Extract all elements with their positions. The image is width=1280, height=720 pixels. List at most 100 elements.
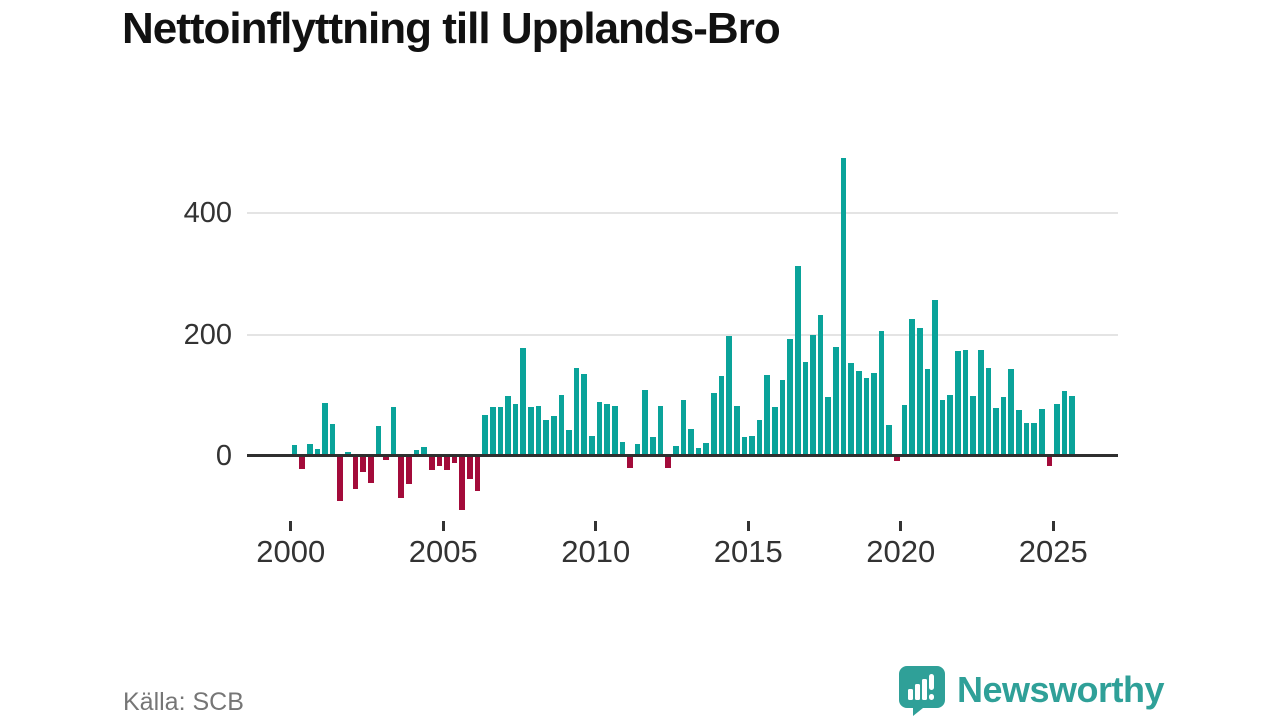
bar-2018Q4 <box>863 378 870 456</box>
bar-2014Q3 <box>733 406 740 456</box>
bar-2022Q1 <box>962 350 969 456</box>
bar-2016Q2 <box>787 339 793 456</box>
bar-2025Q3 <box>1069 396 1076 456</box>
bar-2024Q3 <box>1038 409 1045 456</box>
bar-2015Q3 <box>764 375 771 456</box>
bar-2024Q2 <box>1031 423 1037 456</box>
bar-2015Q1 <box>749 436 755 456</box>
bar-2021Q3 <box>947 395 954 456</box>
x-axis-tick-2000 <box>289 521 293 531</box>
bar-2002Q1 <box>352 457 359 489</box>
newsworthy-logo: Newsworthy <box>897 664 1165 716</box>
bar-2004Q1 <box>413 450 420 456</box>
bar-2009Q4 <box>589 436 595 456</box>
bar-2004Q3 <box>428 457 435 470</box>
bar-2008Q3 <box>550 416 557 456</box>
x-axis-label: 2010 <box>561 534 631 569</box>
bar-2012Q1 <box>657 406 664 456</box>
bar-2016Q1 <box>779 380 786 456</box>
bar-2000Q1 <box>291 445 298 456</box>
x-axis-label: 2025 <box>1018 534 1088 569</box>
bar-2011Q1 <box>627 457 633 468</box>
bar-2022Q3 <box>977 350 984 456</box>
bar-2013Q2 <box>695 448 702 456</box>
bar-2000Q3 <box>306 444 313 456</box>
bar-2012Q2 <box>665 457 671 468</box>
bar-2006Q4 <box>497 407 504 456</box>
bar-2017Q3 <box>825 397 832 456</box>
bar-2006Q1 <box>474 457 481 491</box>
y-axis-label: 400 <box>183 197 232 229</box>
bar-2019Q2 <box>878 331 885 456</box>
bar-2025Q2 <box>1061 391 1068 456</box>
bar-2014Q1 <box>718 376 725 456</box>
bar-2003Q2 <box>390 407 397 456</box>
bar-2021Q4 <box>955 351 961 456</box>
bar-2009Q1 <box>566 430 572 456</box>
bar-2022Q2 <box>970 396 976 456</box>
bar-2013Q4 <box>711 393 717 456</box>
bar-2007Q3 <box>520 348 527 456</box>
bar-2008Q4 <box>558 395 565 456</box>
bar-2001Q1 <box>322 403 328 456</box>
newsworthy-bubble-icon <box>897 664 947 716</box>
bar-2008Q2 <box>543 420 549 456</box>
x-axis-tick-2010 <box>594 521 598 531</box>
bar-2023Q3 <box>1008 369 1015 456</box>
x-axis-tick-2005 <box>441 521 445 531</box>
bar-2024Q1 <box>1023 423 1030 456</box>
x-axis-tick-2015 <box>746 521 750 531</box>
x-axis-label: 2015 <box>713 534 783 569</box>
bar-2002Q3 <box>367 457 374 483</box>
bar-2019Q1 <box>871 373 877 456</box>
bar-2020Q1 <box>901 405 908 456</box>
bar-2023Q1 <box>993 408 999 456</box>
bar-2011Q4 <box>650 437 656 456</box>
bar-2022Q4 <box>985 368 992 456</box>
source-note: Källa: SCB <box>123 688 244 716</box>
bar-2007Q4 <box>528 407 534 456</box>
bar-2019Q4 <box>894 457 900 461</box>
bar-2014Q2 <box>726 336 732 456</box>
bar-2016Q3 <box>794 266 801 456</box>
bar-2020Q3 <box>916 328 923 456</box>
bar-2024Q4 <box>1046 457 1053 466</box>
bar-2021Q2 <box>939 400 946 456</box>
bar-2010Q3 <box>611 406 618 456</box>
bar-2010Q1 <box>596 402 603 456</box>
bar-2005Q3 <box>459 457 466 510</box>
x-axis-label: 2000 <box>256 534 326 569</box>
bar-2005Q1 <box>444 457 450 470</box>
bar-2010Q4 <box>619 442 626 456</box>
newsworthy-wordmark: Newsworthy <box>957 669 1165 710</box>
gridline-400 <box>247 212 1118 214</box>
bar-2007Q1 <box>505 396 511 456</box>
bar-2006Q3 <box>489 407 496 456</box>
y-axis-label: 200 <box>183 319 232 351</box>
bar-2012Q4 <box>680 400 687 456</box>
bar-2002Q4 <box>375 426 382 456</box>
bar-2010Q2 <box>604 404 610 456</box>
x-axis-tick-2020 <box>899 521 903 531</box>
bar-2014Q4 <box>741 437 748 456</box>
bar-2011Q2 <box>634 444 641 456</box>
bar-2012Q3 <box>672 446 679 456</box>
bar-2003Q3 <box>398 457 405 498</box>
bar-2020Q4 <box>924 369 931 456</box>
x-axis-label: 2020 <box>866 534 936 569</box>
bar-2000Q4 <box>314 449 321 456</box>
bar-2018Q1 <box>840 158 847 456</box>
bar-2009Q3 <box>581 374 588 456</box>
bar-2017Q2 <box>817 315 824 456</box>
bar-2015Q2 <box>756 420 763 456</box>
bar-2005Q2 <box>451 457 458 463</box>
bar-2005Q4 <box>467 457 473 479</box>
bar-2001Q3 <box>337 457 344 501</box>
bar-2019Q3 <box>886 425 893 456</box>
bar-2003Q1 <box>383 457 389 460</box>
chart-title: Nettoinflyttning till Upplands-Bro <box>122 4 781 53</box>
bar-2013Q3 <box>703 443 710 456</box>
bar-2009Q2 <box>573 368 580 456</box>
